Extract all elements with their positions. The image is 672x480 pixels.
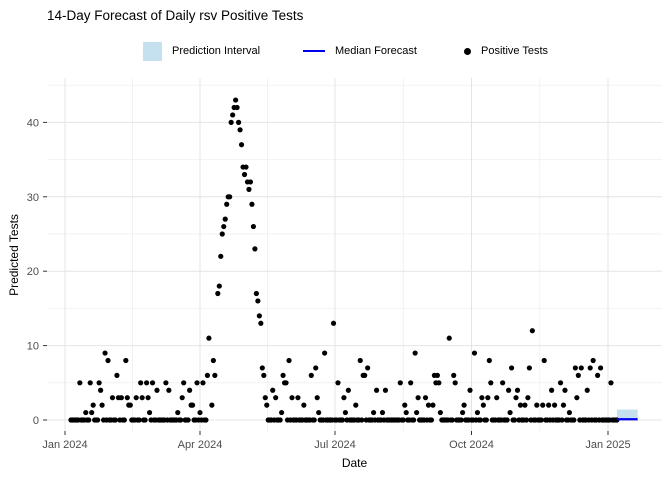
chart-title: 14-Day Forecast of Daily rsv Positive Te… <box>47 8 304 23</box>
svg-text:40: 40 <box>27 117 39 129</box>
legend-label: Positive Tests <box>481 45 549 57</box>
svg-text:Oct 2024: Oct 2024 <box>449 439 494 451</box>
svg-text:10: 10 <box>27 341 39 353</box>
svg-text:30: 30 <box>27 192 39 204</box>
prediction-interval-swatch-icon <box>143 41 162 61</box>
x-axis-title: Date <box>341 456 368 470</box>
median-line-swatch-icon <box>303 49 325 53</box>
svg-text:Jul 2024: Jul 2024 <box>314 439 356 451</box>
point-swatch-icon <box>464 47 471 55</box>
svg-text:0: 0 <box>33 415 39 427</box>
legend-label: Prediction Interval <box>172 45 261 57</box>
svg-text:Jan 2024: Jan 2024 <box>42 439 87 451</box>
y-axis-title: Predicted Tests <box>7 214 21 296</box>
legend-item-median-forecast: Median Forecast <box>303 40 417 62</box>
svg-text:Jan 2025: Jan 2025 <box>585 439 630 451</box>
legend-item-positive-tests: Positive Tests <box>464 40 548 62</box>
legend-item-prediction-interval: Prediction Interval <box>143 40 260 62</box>
svg-text:20: 20 <box>27 266 39 278</box>
svg-text:Apr 2024: Apr 2024 <box>178 439 223 451</box>
legend-label: Median Forecast <box>335 45 417 57</box>
